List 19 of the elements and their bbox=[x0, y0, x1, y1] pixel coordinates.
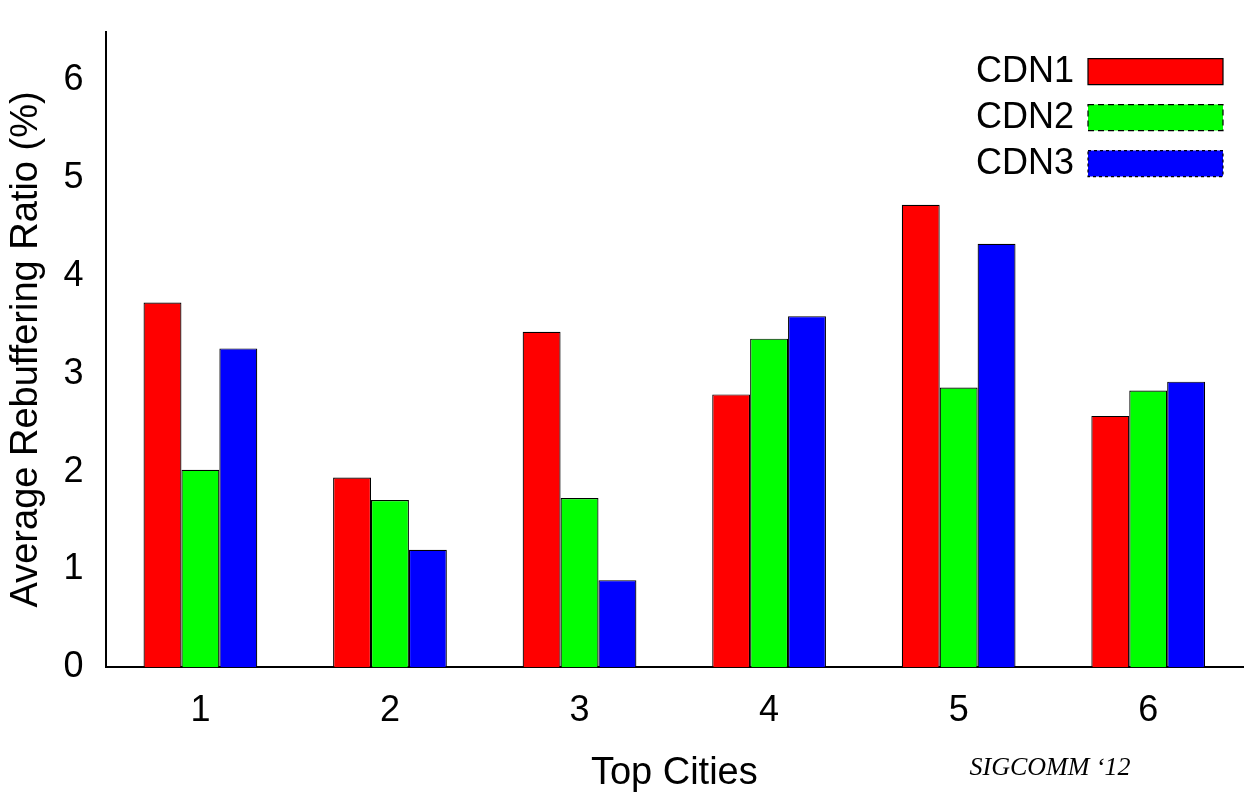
y-axis-title: Average Rebuffering Ratio (%) bbox=[3, 91, 46, 608]
y-tick-label: 3 bbox=[63, 350, 84, 392]
text: SIGCOMM ‘12 bbox=[969, 751, 1131, 781]
x-tick-label: 4 bbox=[759, 687, 780, 729]
x-tick-label: 2 bbox=[379, 687, 400, 729]
legend-label: CDN3 bbox=[975, 140, 1074, 182]
y-tick-label: 5 bbox=[63, 155, 84, 197]
y-tick-label: 6 bbox=[63, 57, 84, 99]
x-tick-label: 5 bbox=[948, 687, 969, 729]
y-tick-label: 2 bbox=[63, 448, 84, 490]
x-tick-label: 1 bbox=[190, 687, 211, 729]
x-axis-title: Top Cities bbox=[590, 749, 758, 792]
legend-label: CDN1 bbox=[975, 48, 1074, 90]
x-tick-label: 3 bbox=[569, 687, 590, 729]
x-tick-label: 6 bbox=[1138, 687, 1159, 729]
legend-label: CDN2 bbox=[975, 94, 1074, 136]
y-tick-label: 0 bbox=[63, 644, 84, 686]
y-tick-label: 1 bbox=[63, 546, 84, 588]
y-tick-label: 4 bbox=[63, 252, 84, 294]
